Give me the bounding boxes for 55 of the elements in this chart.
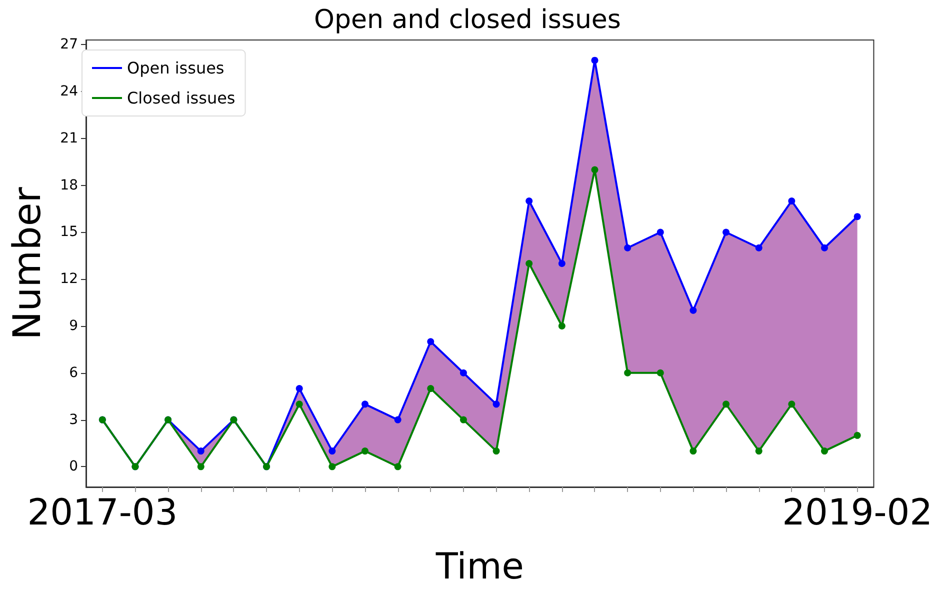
point: [558, 260, 566, 267]
point: [361, 400, 368, 408]
y-tick-label: 21: [60, 130, 78, 146]
point: [656, 228, 664, 236]
point: [656, 369, 664, 376]
x-tick-label: 2017-03: [27, 492, 178, 534]
point: [591, 166, 598, 174]
point: [492, 400, 500, 408]
point: [526, 260, 533, 267]
y-tick-label: 3: [69, 412, 78, 428]
y-tick-label: 15: [60, 224, 78, 240]
point: [821, 448, 828, 455]
point: [361, 448, 368, 455]
point: [755, 448, 762, 455]
x-axis-title: Time: [434, 546, 524, 588]
x-tick-label: 2019-02: [782, 492, 933, 534]
point: [460, 416, 467, 424]
y-tick-label: 0: [69, 458, 78, 475]
point: [591, 56, 598, 64]
point: [690, 448, 697, 455]
point: [722, 400, 730, 408]
point: [788, 400, 796, 408]
point: [197, 463, 204, 470]
y-axis-title: Number: [5, 186, 49, 340]
point: [558, 322, 566, 330]
chart-title: Open and closed issues: [314, 5, 621, 35]
y-tick-label: 27: [60, 36, 78, 53]
point: [690, 306, 697, 314]
y-tick-label: 12: [60, 271, 78, 288]
legend-label: Closed issues: [127, 88, 236, 108]
point: [328, 448, 336, 455]
point: [755, 244, 762, 252]
y-tick-label: 9: [69, 318, 78, 334]
point: [460, 369, 467, 376]
point: [394, 416, 402, 424]
point: [854, 432, 861, 439]
point: [854, 213, 861, 220]
legend-label: Open issues: [127, 58, 224, 78]
point: [427, 338, 434, 346]
y-tick-label: 6: [69, 364, 78, 381]
y-tick-label: 18: [60, 177, 78, 194]
y-tick-label: 24: [60, 84, 78, 100]
point: [526, 197, 533, 204]
point: [492, 448, 500, 455]
point: [427, 385, 434, 392]
point: [197, 448, 204, 455]
point: [722, 228, 730, 236]
point: [296, 400, 303, 408]
point: [296, 385, 303, 392]
point: [394, 463, 402, 470]
point: [624, 244, 632, 252]
point: [788, 197, 796, 204]
point: [821, 244, 828, 252]
point: [328, 463, 336, 470]
point: [624, 369, 632, 376]
